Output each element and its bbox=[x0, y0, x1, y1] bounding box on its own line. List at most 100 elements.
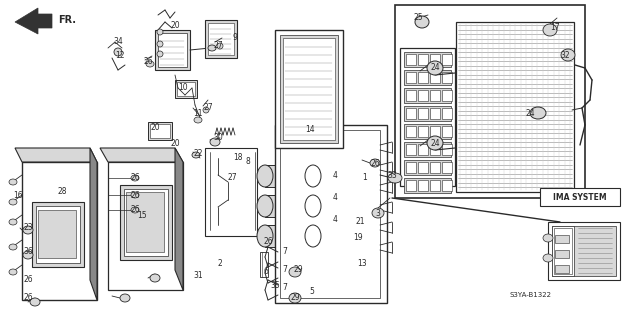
Text: 5: 5 bbox=[310, 287, 314, 297]
Text: 28: 28 bbox=[57, 188, 67, 196]
Polygon shape bbox=[100, 148, 183, 162]
Bar bbox=[280, 35, 338, 143]
Text: 24: 24 bbox=[525, 108, 535, 117]
Text: 26: 26 bbox=[370, 158, 380, 167]
Ellipse shape bbox=[388, 173, 402, 183]
Bar bbox=[108, 162, 183, 290]
Text: 8: 8 bbox=[246, 157, 250, 166]
Bar bbox=[120, 185, 172, 260]
Text: 9: 9 bbox=[232, 34, 237, 43]
Text: 1: 1 bbox=[363, 173, 367, 182]
Text: 20: 20 bbox=[150, 124, 160, 132]
Ellipse shape bbox=[372, 208, 384, 218]
Ellipse shape bbox=[194, 117, 202, 123]
Bar bbox=[442, 144, 452, 155]
Ellipse shape bbox=[131, 175, 139, 181]
Bar bbox=[442, 90, 452, 101]
Bar bbox=[430, 108, 440, 119]
Bar bbox=[208, 23, 234, 55]
Bar bbox=[404, 70, 451, 85]
Bar bbox=[430, 72, 440, 83]
Bar bbox=[418, 126, 428, 137]
Bar bbox=[175, 80, 197, 98]
Text: 26: 26 bbox=[23, 276, 33, 284]
Text: 4: 4 bbox=[333, 171, 337, 180]
Text: 25: 25 bbox=[413, 13, 423, 22]
Text: 29: 29 bbox=[293, 266, 303, 275]
Bar bbox=[418, 108, 428, 119]
Bar bbox=[404, 160, 451, 175]
Bar bbox=[430, 54, 440, 65]
Text: 27: 27 bbox=[227, 173, 237, 182]
Text: 26: 26 bbox=[263, 237, 273, 246]
Ellipse shape bbox=[543, 254, 553, 262]
Bar bbox=[442, 180, 452, 191]
Bar bbox=[552, 226, 616, 276]
Bar bbox=[400, 48, 455, 186]
Ellipse shape bbox=[131, 192, 139, 198]
Text: 30: 30 bbox=[213, 133, 223, 142]
Bar bbox=[555, 265, 569, 273]
Bar bbox=[124, 189, 168, 256]
Bar bbox=[260, 252, 268, 277]
Bar bbox=[406, 72, 416, 83]
Polygon shape bbox=[15, 8, 52, 34]
Text: 34: 34 bbox=[113, 37, 123, 46]
Bar bbox=[406, 90, 416, 101]
Text: 26: 26 bbox=[23, 293, 33, 302]
Text: S3YA-B1322: S3YA-B1322 bbox=[510, 292, 552, 298]
Polygon shape bbox=[15, 148, 97, 162]
Bar bbox=[177, 82, 195, 96]
Ellipse shape bbox=[257, 195, 273, 217]
Ellipse shape bbox=[561, 49, 575, 61]
Ellipse shape bbox=[23, 251, 33, 259]
Text: 32: 32 bbox=[560, 51, 570, 60]
Bar bbox=[38, 210, 76, 258]
Text: 26: 26 bbox=[143, 58, 153, 67]
Text: 23: 23 bbox=[23, 223, 33, 233]
Ellipse shape bbox=[305, 225, 321, 247]
Bar bbox=[404, 178, 451, 193]
Bar bbox=[36, 206, 80, 263]
Bar bbox=[442, 54, 452, 65]
Text: 15: 15 bbox=[137, 211, 147, 220]
Text: IMA SYSTEM: IMA SYSTEM bbox=[553, 193, 607, 202]
Ellipse shape bbox=[9, 179, 17, 185]
Text: 7: 7 bbox=[283, 284, 287, 292]
Text: 33: 33 bbox=[387, 171, 397, 180]
Ellipse shape bbox=[370, 159, 380, 167]
Bar bbox=[430, 90, 440, 101]
Bar bbox=[418, 162, 428, 173]
Bar bbox=[404, 106, 451, 121]
Ellipse shape bbox=[530, 107, 546, 119]
Bar bbox=[430, 126, 440, 137]
Text: 11: 11 bbox=[193, 109, 203, 118]
Bar bbox=[150, 124, 170, 138]
Bar bbox=[22, 162, 97, 300]
Bar bbox=[554, 228, 572, 274]
Text: FR.: FR. bbox=[58, 15, 76, 25]
Text: 14: 14 bbox=[305, 125, 315, 134]
Bar bbox=[406, 108, 416, 119]
Text: 20: 20 bbox=[170, 20, 180, 29]
Text: 3: 3 bbox=[376, 209, 380, 218]
Bar bbox=[404, 142, 451, 157]
Bar bbox=[275, 30, 343, 148]
Ellipse shape bbox=[289, 293, 301, 303]
Ellipse shape bbox=[157, 51, 163, 57]
Ellipse shape bbox=[305, 195, 321, 217]
Ellipse shape bbox=[427, 61, 443, 75]
Text: 36: 36 bbox=[23, 247, 33, 257]
Ellipse shape bbox=[257, 225, 273, 247]
Text: 12: 12 bbox=[115, 51, 125, 60]
Text: 2: 2 bbox=[218, 259, 222, 268]
Bar bbox=[280, 130, 380, 298]
Ellipse shape bbox=[210, 138, 220, 146]
Ellipse shape bbox=[9, 199, 17, 205]
Text: 4: 4 bbox=[333, 215, 337, 225]
Bar bbox=[205, 20, 237, 58]
Text: 26: 26 bbox=[130, 173, 140, 182]
Text: 17: 17 bbox=[550, 23, 560, 33]
Bar bbox=[555, 235, 569, 243]
Bar bbox=[552, 226, 574, 276]
